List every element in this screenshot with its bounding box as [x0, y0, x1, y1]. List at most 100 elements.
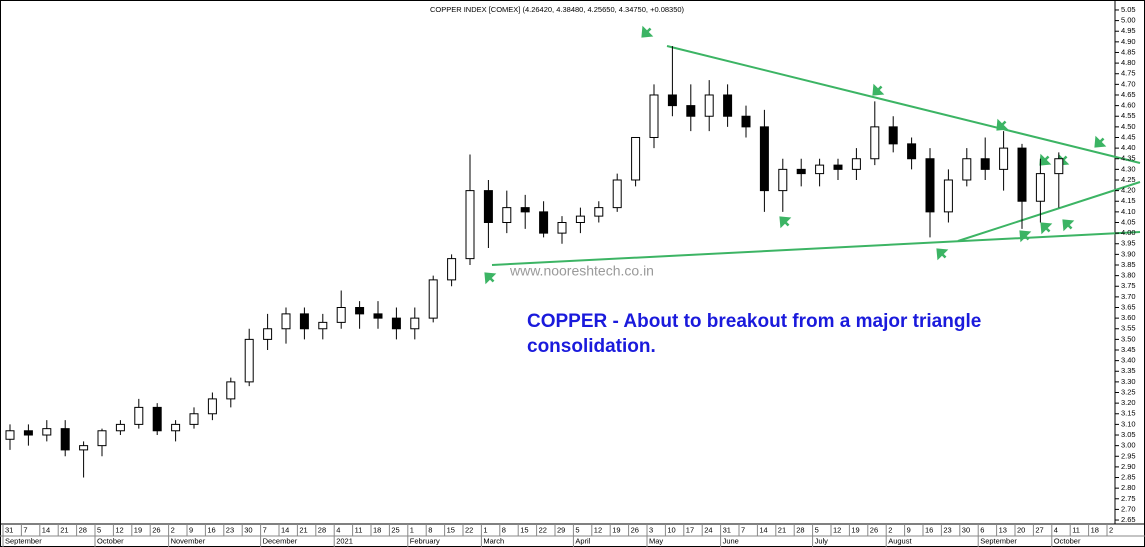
arrow: [779, 216, 792, 229]
x-tick-label: 28: [79, 525, 87, 534]
y-tick-label: 3.55: [1121, 324, 1136, 333]
y-tick-label: 4.60: [1121, 101, 1136, 110]
month-label: September: [5, 536, 42, 545]
x-tick-label: 18: [1091, 525, 1099, 534]
annotation-line: COPPER - About to breakout from a major …: [527, 311, 981, 332]
candle-body: [925, 158, 935, 213]
month-label: April: [575, 536, 590, 545]
arrow: [1039, 153, 1052, 166]
x-tick-label: 25: [391, 525, 399, 534]
candle-body: [815, 164, 825, 175]
x-tick-label: 19: [134, 525, 142, 534]
y-tick-label: 4.85: [1121, 47, 1136, 56]
x-tick-label: 9: [907, 525, 911, 534]
y-tick-label: 3.05: [1121, 430, 1136, 439]
candle-body: [97, 430, 107, 447]
x-tick-label: 12: [594, 525, 602, 534]
watermark: www.nooreshtech.co.in: [509, 263, 654, 279]
x-tick-label: 24: [704, 525, 712, 534]
y-tick-label: 4.90: [1121, 37, 1136, 46]
y-tick-label: 4.20: [1121, 186, 1136, 195]
x-tick-label: 23: [226, 525, 234, 534]
candle-body: [60, 428, 70, 451]
y-tick-label: 3.25: [1121, 387, 1136, 396]
x-tick-label: 29: [557, 525, 565, 534]
x-tick-label: 28: [796, 525, 804, 534]
y-tick-label: 4.05: [1121, 217, 1136, 226]
y-tick-label: 2.90: [1121, 462, 1136, 471]
x-tick-label: 21: [299, 525, 307, 534]
y-tick-label: 5.00: [1121, 16, 1136, 25]
month-label: October: [97, 536, 124, 545]
candle-body: [686, 105, 696, 117]
candle-body: [759, 126, 769, 192]
x-tick-label: 11: [1072, 525, 1080, 534]
candle-body: [539, 211, 549, 234]
month-label: December: [263, 536, 298, 545]
y-tick-label: 2.95: [1121, 451, 1136, 460]
candle-body: [428, 279, 438, 319]
month-label: 2021: [336, 536, 353, 545]
y-tick-label: 5.05: [1121, 5, 1136, 14]
x-tick-label: 2: [171, 525, 175, 534]
month-label: July: [815, 536, 829, 545]
x-tick-label: 19: [612, 525, 620, 534]
arrow: [641, 25, 654, 38]
candle-body: [851, 158, 861, 170]
arrow: [1019, 230, 1032, 243]
arrow: [1040, 222, 1053, 235]
candle-body: [1035, 173, 1045, 202]
candle-body: [594, 207, 604, 217]
candle-body: [557, 221, 567, 234]
candle-body: [263, 328, 273, 340]
candle-body: [631, 136, 641, 181]
candle-body: [207, 398, 217, 415]
candle-body: [796, 168, 806, 175]
y-tick-label: 3.50: [1121, 334, 1136, 343]
candle-body: [23, 430, 33, 436]
candle-body: [281, 313, 291, 330]
x-tick-label: 30: [244, 525, 252, 534]
candle-body: [79, 445, 89, 451]
y-tick-label: 4.75: [1121, 69, 1136, 78]
x-tick-label: 17: [686, 525, 694, 534]
candle-body: [465, 190, 475, 260]
x-tick-label: 7: [741, 525, 745, 534]
x-tick-label: 4: [336, 525, 340, 534]
arrow: [1062, 219, 1075, 232]
y-tick-label: 2.75: [1121, 494, 1136, 503]
x-tick-label: 8: [502, 525, 506, 534]
candle-body: [999, 147, 1009, 170]
candle-body: [980, 158, 990, 170]
x-tick-label: 8: [428, 525, 432, 534]
x-tick-label: 13: [999, 525, 1007, 534]
arrow: [1094, 135, 1107, 148]
candle-body: [907, 143, 917, 160]
x-tick-label: 30: [962, 525, 970, 534]
y-tick-label: 3.90: [1121, 249, 1136, 258]
x-tick-label: 11: [355, 525, 363, 534]
x-tick-label: 14: [281, 525, 289, 534]
x-tick-label: 23: [943, 525, 951, 534]
x-tick-label: 14: [759, 525, 767, 534]
resistance-line: [666, 45, 1141, 164]
x-tick-label: 7: [263, 525, 267, 534]
y-tick-label: 4.35: [1121, 154, 1136, 163]
candle-body: [42, 428, 52, 436]
arrows: [484, 25, 1107, 285]
y-tick-label: 4.00: [1121, 228, 1136, 237]
candle-body: [152, 406, 162, 432]
y-tick-label: 3.40: [1121, 356, 1136, 365]
x-tick-label: 2: [888, 525, 892, 534]
candle-body: [5, 430, 15, 440]
month-label: October: [1054, 536, 1081, 545]
x-tick-label: 7: [23, 525, 27, 534]
y-tick-label: 3.70: [1121, 292, 1136, 301]
x-tick-label: 4: [1054, 525, 1058, 534]
month-label: November: [171, 536, 206, 545]
x-tick-label: 2: [1109, 525, 1113, 534]
y-tick-label: 3.20: [1121, 398, 1136, 407]
candle-body: [336, 307, 346, 323]
candle-body: [667, 94, 677, 107]
y-tick-label: 2.70: [1121, 504, 1136, 513]
